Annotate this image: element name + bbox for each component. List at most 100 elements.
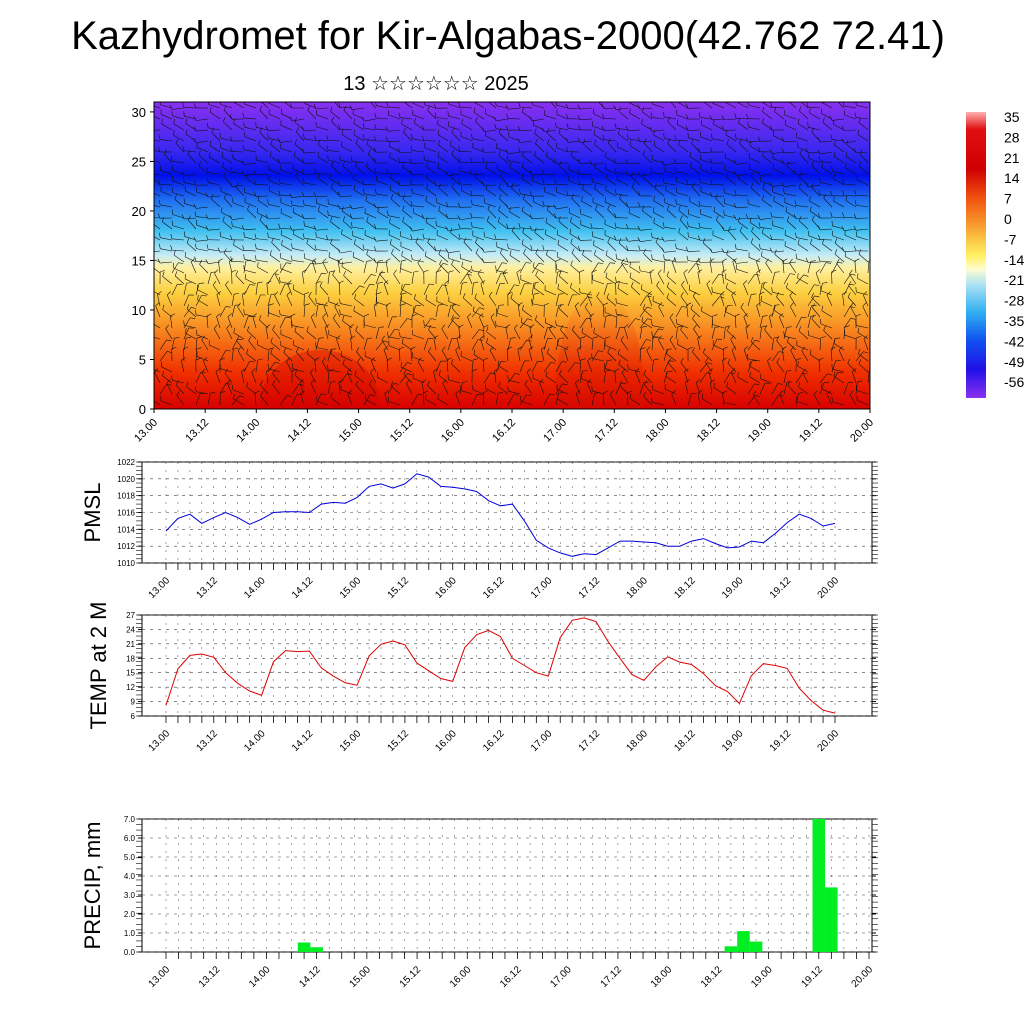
wind-barb-flag <box>324 324 330 328</box>
wind-barb-flag <box>339 298 341 304</box>
wind-barb-flag <box>857 327 860 333</box>
wind-barb-flag <box>697 335 702 339</box>
wind-barb <box>646 350 653 362</box>
wind-barb <box>236 340 245 351</box>
xtick-label: 16.00 <box>433 728 459 754</box>
wind-barb <box>567 362 576 373</box>
wind-barb <box>750 242 761 252</box>
wind-barb-flag <box>749 371 751 377</box>
wind-barb-flag <box>725 283 728 289</box>
wind-barb-flag <box>301 148 305 154</box>
wind-barb <box>303 262 311 274</box>
wind-barb-flag <box>514 324 518 329</box>
wind-barb <box>255 184 269 186</box>
wind-barb <box>747 340 756 351</box>
wind-barb-flag <box>474 293 477 299</box>
wind-barb <box>403 373 413 384</box>
wind-barb-flag <box>350 335 356 339</box>
wind-barb <box>519 262 527 274</box>
wind-barb <box>184 115 197 120</box>
wind-barb-flag <box>265 214 269 220</box>
wind-barb <box>701 311 713 318</box>
wind-barb <box>402 210 413 219</box>
wind-barb-flag <box>310 313 315 318</box>
wind-barb-flag <box>858 249 861 255</box>
wind-barb <box>280 334 293 340</box>
wind-barb <box>534 232 545 241</box>
wind-barb <box>676 248 689 252</box>
wind-barb <box>388 106 401 109</box>
wind-barb-flag <box>853 148 857 154</box>
wind-barb-flag <box>257 358 263 361</box>
wind-barb-flag <box>407 362 413 365</box>
wind-barb-flag <box>697 390 703 394</box>
wind-barb-flag <box>745 137 749 143</box>
wind-barb-flag <box>855 102 857 106</box>
wind-barb-flag <box>542 245 545 251</box>
wind-barb <box>448 228 461 232</box>
wind-barb-flag <box>534 315 538 320</box>
wind-barb <box>677 344 689 351</box>
wind-barb-flag <box>809 196 811 202</box>
wind-barb <box>376 128 389 131</box>
wind-barb <box>748 157 761 164</box>
wind-barb <box>658 339 665 351</box>
wind-barb-flag <box>373 224 377 229</box>
ytick-label: 1014 <box>117 525 135 534</box>
wind-barb-flag <box>339 155 341 161</box>
wind-barb-flag <box>789 273 795 275</box>
wind-barb-flag <box>725 306 727 312</box>
wind-barb-flag <box>441 346 446 351</box>
wind-barb-flag <box>795 232 797 238</box>
wind-barb <box>799 110 809 120</box>
wind-barb <box>715 198 725 208</box>
wind-barb <box>750 341 761 351</box>
wind-barb-flag <box>373 136 377 142</box>
wind-barb-flag <box>157 258 161 264</box>
wind-barb-flag <box>167 291 172 296</box>
wind-barb <box>244 162 257 166</box>
wind-barb-flag <box>302 178 305 184</box>
wind-barb <box>568 180 581 186</box>
wind-barb <box>526 371 533 384</box>
wind-barb <box>154 368 161 373</box>
wind-barb-flag <box>721 248 725 253</box>
wind-barb <box>808 127 821 131</box>
wind-barb <box>244 228 257 231</box>
wind-barb <box>174 199 185 208</box>
wind-barb <box>268 137 281 142</box>
wind-barb <box>769 316 773 329</box>
wind-barb-flag <box>757 170 761 176</box>
series-line <box>165 473 836 557</box>
wind-barb <box>336 338 341 351</box>
wind-barb <box>401 300 413 307</box>
wind-barb <box>784 202 797 208</box>
wind-barb-flag <box>338 102 341 108</box>
wind-barb <box>389 156 401 164</box>
wind-barb <box>591 393 595 406</box>
wind-barb <box>243 261 247 274</box>
wind-barb <box>364 127 377 131</box>
wind-barb <box>160 237 173 241</box>
wind-barb <box>592 181 605 186</box>
wind-barb-flag <box>740 302 744 308</box>
wind-barb-flag <box>308 292 312 297</box>
wind-barb-flag <box>411 313 417 317</box>
wind-barb <box>166 294 173 307</box>
wind-barb-flag <box>402 161 405 167</box>
wind-barb-flag <box>721 226 725 231</box>
wind-barb-flag <box>726 249 729 255</box>
wind-barb <box>528 349 533 362</box>
wind-barb-flag <box>201 368 206 373</box>
wind-barb <box>544 191 557 197</box>
wind-barb <box>304 217 317 220</box>
wind-barb <box>269 155 281 164</box>
wind-barb <box>327 349 332 362</box>
wind-barb <box>467 272 473 285</box>
wind-barb <box>761 102 773 109</box>
wind-barb <box>316 114 329 120</box>
wind-barb <box>369 102 377 109</box>
wind-barb-flag <box>251 368 256 373</box>
wind-barb <box>858 165 869 175</box>
